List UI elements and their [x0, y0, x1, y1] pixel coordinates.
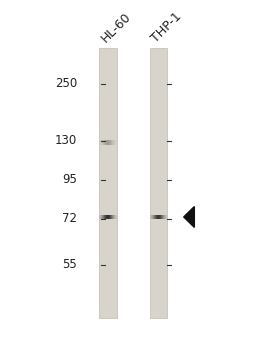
Text: 55: 55 — [63, 258, 77, 272]
Text: 130: 130 — [55, 134, 77, 147]
Text: 95: 95 — [62, 173, 77, 186]
Bar — [150, 49, 167, 318]
Text: HL-60: HL-60 — [99, 10, 134, 45]
Polygon shape — [184, 207, 194, 227]
Bar — [99, 49, 116, 318]
Text: THP-1: THP-1 — [149, 10, 184, 45]
Text: 250: 250 — [55, 77, 77, 90]
Text: 72: 72 — [62, 212, 77, 225]
